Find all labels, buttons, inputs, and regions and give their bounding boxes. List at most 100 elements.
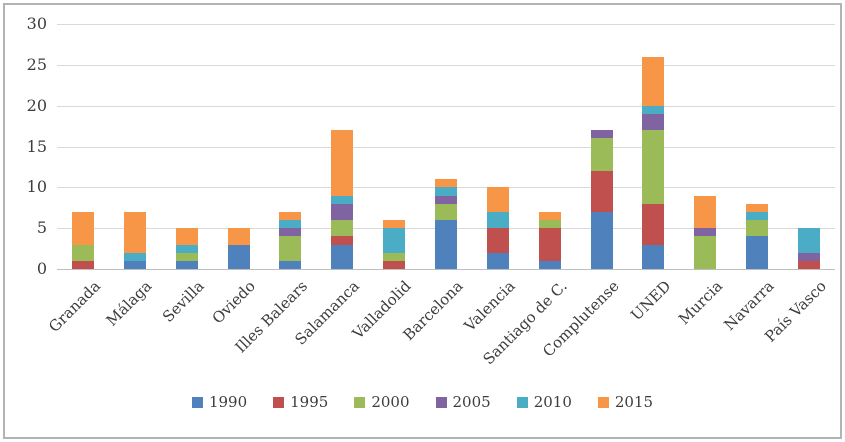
legend-swatch-2015	[597, 396, 609, 408]
y-axis-label-5: 5	[36, 218, 47, 238]
bar-segment-2015	[227, 228, 250, 245]
bar-segment-2000	[642, 130, 665, 204]
legend-swatch-1995	[273, 396, 285, 408]
legend-swatch-2010	[516, 396, 528, 408]
bar-segment-2000	[538, 220, 561, 229]
bar-segment-1990	[435, 220, 457, 269]
bar-segment-2010	[383, 228, 406, 253]
bar-segment-1990	[590, 211, 613, 269]
bar-segment-2000	[279, 236, 302, 261]
y-axis-label-15: 15	[26, 136, 47, 156]
bar-segment-2005	[798, 252, 821, 261]
bar-segment-2005	[435, 195, 457, 204]
bar-segment-2000	[435, 203, 457, 220]
y-axis-label-10: 10	[26, 177, 47, 197]
bar-segment-2010	[746, 211, 769, 220]
legend-item-2015: 2015	[597, 393, 653, 411]
legend-label-1990: 1990	[208, 393, 248, 411]
bar-segment-1995	[798, 260, 821, 269]
bar-m-laga	[123, 24, 146, 269]
bar-segment-2010	[331, 195, 354, 204]
x-axis-label-granada: Granada	[44, 277, 104, 336]
bar-segment-2000	[694, 236, 717, 269]
bar-segment-2015	[435, 179, 457, 188]
bar-segment-2000	[71, 244, 94, 261]
x-axis-label-sevilla: Sevilla	[158, 277, 208, 326]
bar-segment-1990	[227, 244, 250, 269]
bar-segment-2000	[383, 252, 406, 261]
bar-segment-2010	[123, 252, 146, 261]
x-axis-label-murcia: Murcia	[674, 277, 727, 329]
legend-swatch-1990	[191, 396, 203, 408]
bar-segment-2010	[175, 244, 198, 253]
y-axis-label-20: 20	[26, 95, 47, 115]
bar-navarra	[746, 24, 769, 269]
x-axis-label-m-laga: Málaga	[102, 277, 156, 330]
bar-segment-2015	[538, 211, 561, 220]
bar-segment-2000	[746, 220, 769, 237]
bar-segment-2015	[175, 228, 198, 245]
bar-segment-2010	[798, 228, 821, 253]
gridline-15	[57, 146, 835, 148]
bar-santiago-de-c-	[538, 24, 561, 269]
plot-area	[57, 24, 835, 270]
bar-segment-2015	[486, 187, 509, 212]
legend-label-2000: 2000	[371, 393, 410, 411]
legend-item-1995: 1995	[273, 393, 328, 411]
bar-segment-1990	[746, 236, 769, 269]
legend-item-2000: 2000	[354, 393, 410, 411]
x-axis-label-uned: UNED	[626, 277, 675, 325]
bar-segment-2015	[279, 211, 302, 220]
legend-label-2010: 2010	[533, 393, 572, 411]
chart-frame: 0 5 10 15 20 25 30 Granada Málaga Sevilla Oviedo I…	[3, 3, 842, 439]
bar-segment-1995	[538, 228, 561, 261]
bar-segment-2015	[331, 130, 354, 196]
bar-segment-2015	[123, 211, 146, 253]
bar-complutense	[590, 24, 613, 269]
bar-uned	[642, 24, 665, 269]
bar-granada	[71, 24, 94, 269]
bar-segment-2005	[694, 228, 717, 237]
legend: 1990 1995 2000 2005 2010 2015	[5, 393, 840, 411]
legend-label-1995: 1995	[290, 393, 329, 411]
bar-segment-1990	[642, 244, 665, 269]
bar-segment-1990	[175, 260, 198, 269]
bar-segment-2005	[279, 228, 302, 237]
bar-segment-2005	[642, 113, 665, 131]
legend-item-2005: 2005	[435, 393, 491, 411]
bar-segment-2015	[383, 220, 406, 229]
bar-segment-2000	[175, 252, 198, 261]
bar-segment-1990	[486, 252, 509, 269]
bar-sevilla	[175, 24, 198, 269]
bar-segment-2005	[590, 130, 613, 139]
bar-segment-1990	[331, 244, 354, 269]
x-axis-label-oviedo: Oviedo	[209, 277, 260, 328]
y-axis-label-0: 0	[36, 259, 47, 278]
bar-segment-2015	[694, 195, 717, 229]
bar-segment-1990	[123, 260, 146, 269]
bar-segment-2005	[331, 203, 354, 220]
bar-murcia	[694, 24, 717, 269]
bar-segment-1995	[590, 171, 613, 212]
legend-swatch-2000	[354, 396, 366, 408]
bar-segment-1995	[486, 228, 509, 253]
bar-segment-2000	[590, 138, 613, 171]
x-axis: Granada Málaga Sevilla Oviedo Illes Balears S…	[45, 277, 835, 382]
legend-swatch-2005	[435, 396, 447, 408]
legend-item-1990: 1990	[191, 393, 248, 411]
bar-segment-1990	[279, 260, 302, 269]
bar-segment-1990	[538, 260, 561, 269]
bar-valladolid	[383, 24, 406, 269]
gridline-25	[57, 64, 835, 66]
bar-valencia	[486, 24, 509, 269]
bar-segment-2010	[486, 211, 509, 229]
bar-segment-1995	[71, 260, 94, 269]
gridline-20	[57, 105, 835, 107]
bar-segment-2010	[642, 105, 665, 114]
bar-oviedo	[227, 24, 250, 269]
bar-barcelona	[435, 24, 457, 269]
bar-segment-2015	[71, 211, 94, 245]
bar-segment-2000	[331, 220, 354, 237]
bar-segment-1995	[642, 203, 665, 245]
bar-segment-2015	[642, 56, 665, 106]
